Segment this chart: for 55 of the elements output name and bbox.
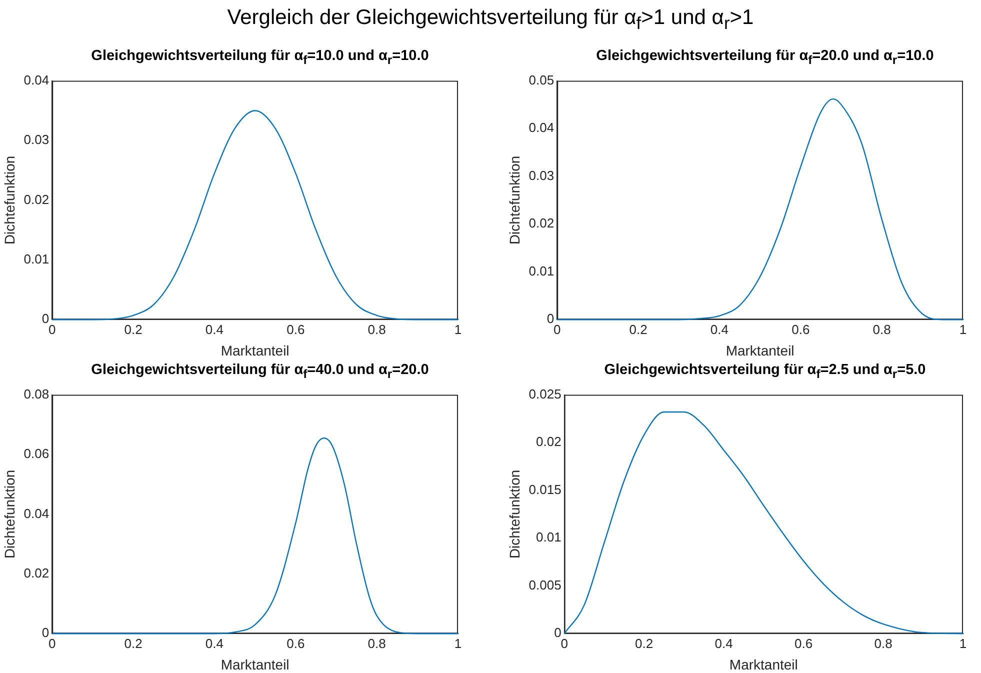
x-axis-title: Marktanteil <box>726 342 794 358</box>
x-tick-label: 0.2 <box>629 322 648 337</box>
y-tick-label: 0.01 <box>528 263 554 278</box>
y-tick-label: 0.03 <box>528 168 554 183</box>
x-tick-label: 0.4 <box>205 322 224 337</box>
x-tick-label: 1 <box>454 322 462 337</box>
y-tick-label: 0.05 <box>528 72 554 88</box>
chart-title: Gleichgewichtsverteilung für α$_{f}$=40.0 und α$_{r}$=20.0 <box>90 362 430 381</box>
y-tick-label: 0 <box>42 311 50 326</box>
x-tick-label: 0.2 <box>124 322 142 337</box>
y-tick-label: 0.02 <box>536 434 562 450</box>
x-tick-label: 1 <box>959 322 967 337</box>
x-tick-label: 0.4 <box>205 636 224 651</box>
x-tick-label: 0.8 <box>368 322 386 337</box>
x-tick-label: 0.2 <box>635 636 654 651</box>
y-axis-title: Dichtefunktion <box>506 470 522 559</box>
text: Vergleich der Gleichgewichtsverteilung für α$_{f}$>1 und α$_{r}$>1 <box>226 6 755 34</box>
y-tick-label: 0.04 <box>24 72 50 88</box>
y-tick-label: 0.01 <box>24 251 50 266</box>
y-tick-label: 0.04 <box>528 120 554 136</box>
x-tick-label: 0.8 <box>368 636 386 651</box>
y-tick-label: 0.025 <box>528 386 562 402</box>
y-tick-label: 0.02 <box>24 192 50 207</box>
x-axis-title: Marktanteil <box>729 656 798 672</box>
chart-title: Gleichgewichtsverteilung für α$_{f}$=20.0 und α$_{r}$=10.0 <box>595 48 935 67</box>
x-tick-label: 0.6 <box>792 322 810 337</box>
y-tick-label: 0.015 <box>528 482 562 497</box>
y-tick-label: 0.02 <box>528 216 554 231</box>
chart-title: Gleichgewichtsverteilung für α$_{f}$=10.0 und α$_{r}$=10.0 <box>90 48 430 67</box>
x-tick-label: 1 <box>959 636 967 651</box>
x-axis-title: Marktanteil <box>220 342 290 358</box>
x-tick-label: 1 <box>454 636 462 651</box>
y-axis-title: Dichtefunktion <box>1 470 18 559</box>
y-tick-label: 0.06 <box>24 446 50 462</box>
chart-title: Gleichgewichtsverteilung für α$_{f}$=2.5 und α$_{r}$=5.0 <box>603 362 927 381</box>
y-tick-label: 0 <box>42 625 50 640</box>
y-tick-label: 0.005 <box>528 577 562 592</box>
x-tick-label: 0.4 <box>710 322 728 337</box>
y-tick-label: 0.08 <box>24 386 50 402</box>
y-tick-label: 0.04 <box>24 506 50 521</box>
x-tick-label: 0.4 <box>714 636 733 651</box>
x-tick-label: 0.8 <box>874 636 892 651</box>
y-tick-label: 0.01 <box>536 530 562 545</box>
y-tick-label: 0 <box>554 625 562 640</box>
x-tick-label: 0.6 <box>286 636 305 651</box>
x-tick-label: 0.6 <box>794 636 813 651</box>
x-tick-label: 0.6 <box>286 322 305 337</box>
y-tick-label: 0 <box>546 311 554 326</box>
x-tick-label: 0.8 <box>872 322 891 337</box>
x-axis-title: Marktanteil <box>220 656 290 672</box>
y-axis-title: Dichtefunktion <box>506 156 522 245</box>
y-tick-label: 0.02 <box>24 565 50 580</box>
y-tick-label: 0.03 <box>24 132 50 148</box>
y-axis-title: Dichtefunktion <box>1 156 18 245</box>
x-tick-label: 0.2 <box>124 636 142 651</box>
